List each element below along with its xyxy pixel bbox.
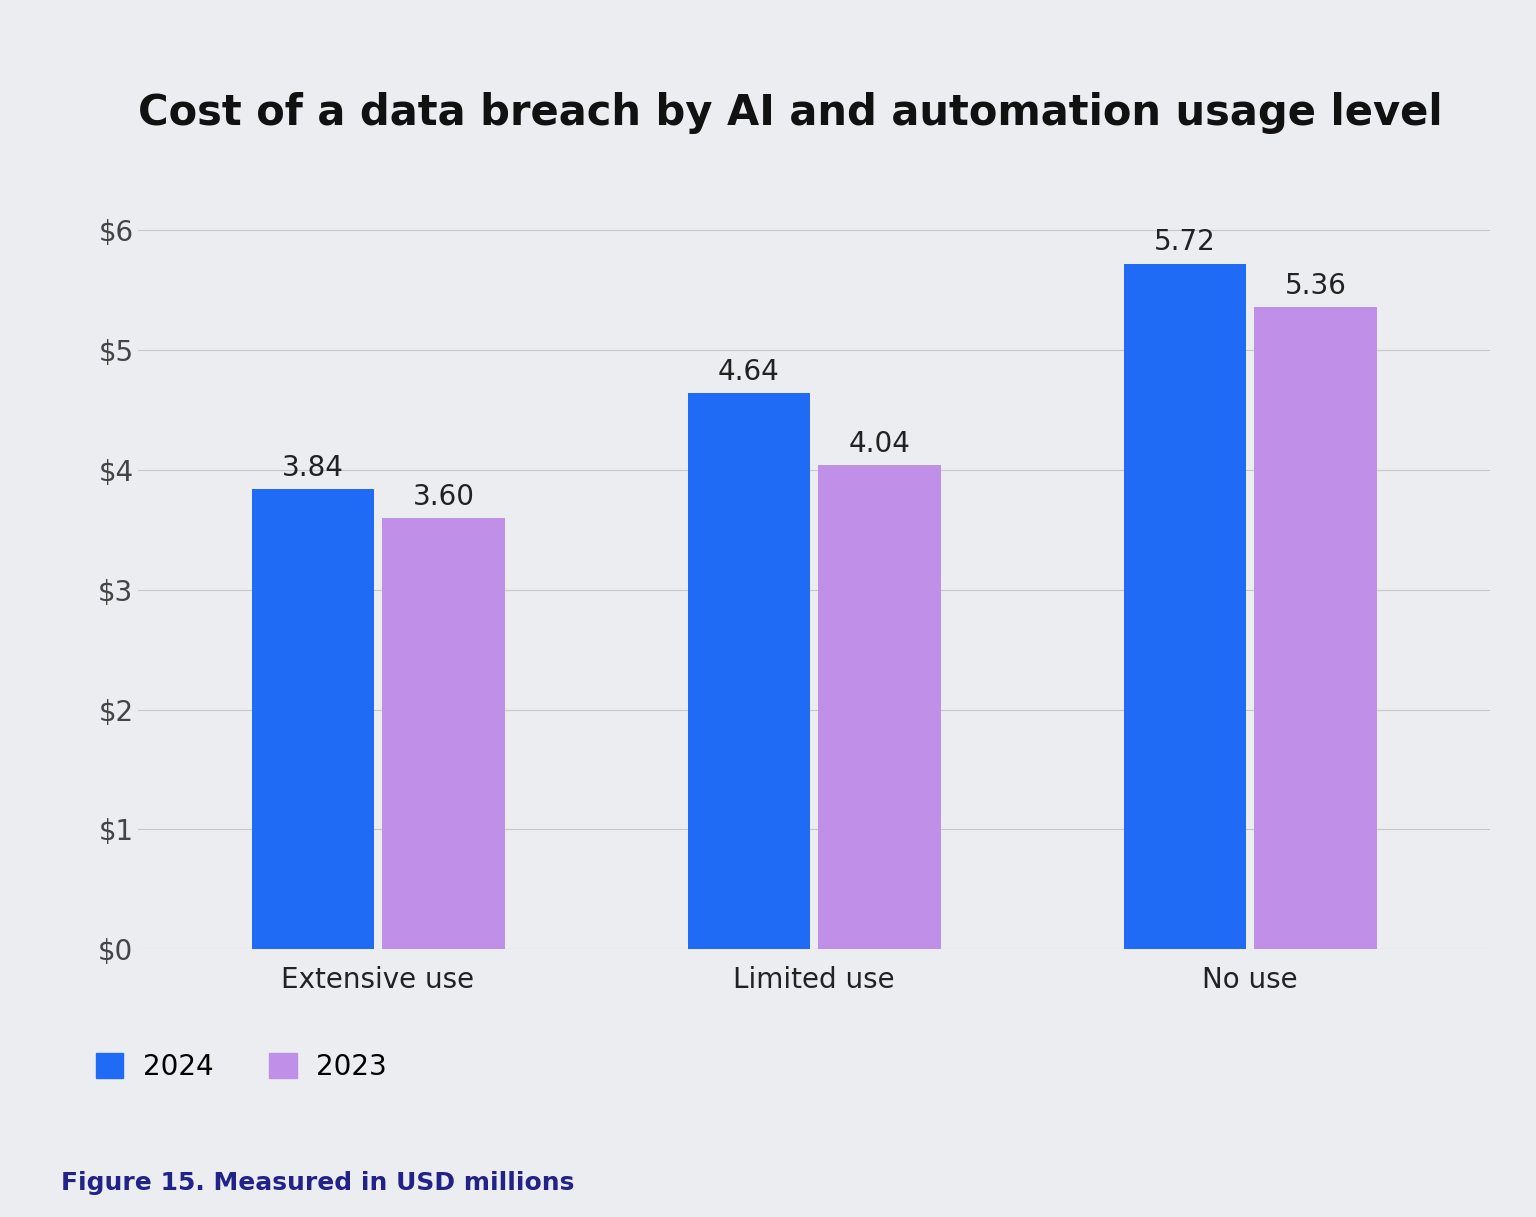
Text: 5.72: 5.72	[1154, 229, 1215, 257]
Text: 3.84: 3.84	[281, 454, 344, 482]
Bar	[819, 465, 940, 949]
Text: 4.04: 4.04	[848, 430, 911, 458]
Legend: 2024, 2023: 2024, 2023	[84, 1042, 398, 1093]
Text: 5.36: 5.36	[1284, 271, 1347, 299]
Bar	[688, 393, 809, 949]
Text: Figure 15. Measured in USD millions: Figure 15. Measured in USD millions	[61, 1171, 574, 1195]
Bar	[382, 517, 504, 949]
Text: 3.60: 3.60	[413, 483, 475, 511]
Text: Cost of a data breach by AI and automation usage level: Cost of a data breach by AI and automati…	[138, 91, 1442, 134]
Bar	[1255, 307, 1376, 949]
Bar	[252, 489, 373, 949]
Bar	[1124, 264, 1246, 949]
Text: 4.64: 4.64	[717, 358, 780, 386]
